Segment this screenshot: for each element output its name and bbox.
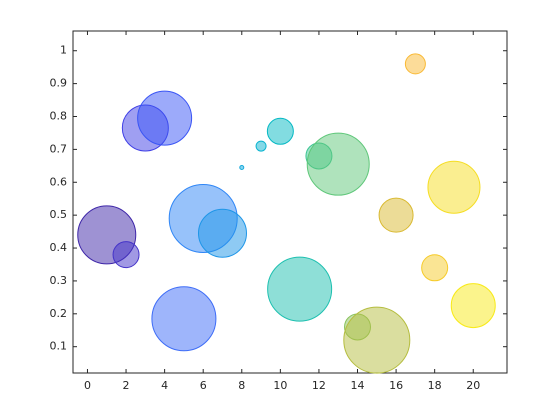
- y-tick-label: 0.7: [50, 142, 68, 155]
- x-tick-label: 18: [428, 379, 442, 392]
- bubble: [306, 132, 370, 196]
- y-tick-label: 0.9: [50, 77, 68, 90]
- y-tick-label: 0.2: [50, 307, 68, 320]
- bubble: [266, 117, 294, 145]
- x-tick-label: 10: [273, 379, 287, 392]
- y-tick-label: 0.6: [50, 175, 68, 188]
- x-tick-label: 20: [466, 379, 480, 392]
- y-tick-label: 1: [60, 44, 67, 57]
- y-tick-label: 0.8: [50, 110, 68, 123]
- bubble: [404, 53, 426, 75]
- bubble: [239, 164, 245, 170]
- y-tick-label: 0.3: [50, 274, 68, 287]
- bubble: [112, 241, 140, 269]
- bubble: [151, 286, 217, 352]
- y-tick-label: 0.5: [50, 208, 68, 221]
- y-tick-label: 0.4: [50, 241, 68, 254]
- bubble: [255, 140, 267, 152]
- bubble: [267, 256, 333, 322]
- x-tick-label: 6: [200, 379, 207, 392]
- bubble: [427, 160, 481, 214]
- bubble: [343, 306, 411, 374]
- x-tick-label: 8: [238, 379, 245, 392]
- bubble: [197, 208, 247, 258]
- bubble: [137, 90, 193, 146]
- bubble: [450, 283, 496, 329]
- bubble: [421, 254, 449, 282]
- x-tick-label: 2: [123, 379, 130, 392]
- y-tick-label: 0.1: [50, 340, 68, 353]
- bubble: [378, 197, 414, 233]
- x-tick-label: 12: [312, 379, 326, 392]
- x-tick-label: 14: [351, 379, 365, 392]
- x-tick-label: 16: [389, 379, 403, 392]
- x-tick-label: 0: [84, 379, 91, 392]
- x-tick-label: 4: [161, 379, 168, 392]
